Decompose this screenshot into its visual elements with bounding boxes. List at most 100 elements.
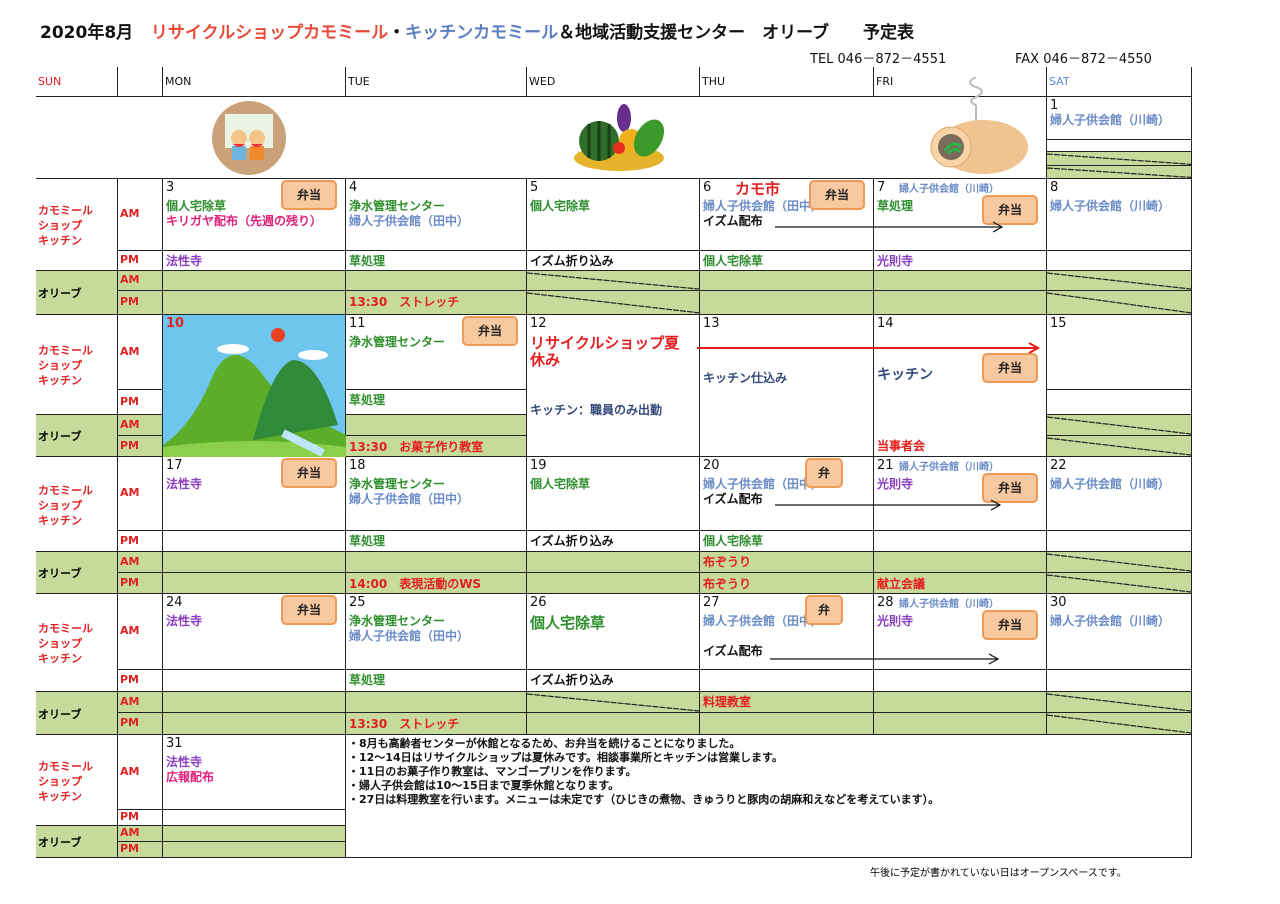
day-number: 21 xyxy=(877,458,894,473)
vegetable-basket-image xyxy=(574,104,665,171)
pm-label-cell: PM xyxy=(118,291,163,315)
am-entry: 婦人子供会館（田中） xyxy=(703,199,824,213)
day-number: 25 xyxy=(349,595,366,610)
am-entry: イズム配布 xyxy=(703,644,763,658)
olive-pm-cell xyxy=(874,291,1047,315)
day-cell-14: 14 キッチン 当事者会 弁当 xyxy=(874,315,1047,457)
olive-pm-cell xyxy=(700,713,874,735)
pm-label-cell: PM xyxy=(118,573,163,594)
am-entry: 婦人子供会館（川崎） xyxy=(1050,614,1171,628)
day-header-blank xyxy=(118,67,162,75)
am-entry: 個人宅除草 xyxy=(530,614,606,632)
am-entry: 法性寺 xyxy=(166,477,203,491)
olive-label: オリーブ xyxy=(38,836,82,849)
olive-pm-cell: 布ぞうり xyxy=(700,573,874,594)
olive-am-cell xyxy=(527,552,700,573)
day-cell-13: 13 キッチン仕込み xyxy=(700,315,874,457)
bento-badge: 弁当 xyxy=(982,195,1038,225)
olive-am-cell xyxy=(163,271,346,291)
pm-cell xyxy=(700,670,874,692)
am-entry: 婦人子供会館（田中） xyxy=(703,477,824,491)
day-cell-25: 25 浄水管理センター 婦人子供会館（田中） xyxy=(346,594,527,670)
strike-line xyxy=(1047,553,1191,572)
shop-label: カモミール ショップ キッチン xyxy=(38,622,93,665)
note-line: ・11日のお菓子作り教室は、マンゴープリンを作ります。 xyxy=(348,765,637,778)
note-line: ・12～14日はリサイクルショップは夏休みです。相談事業所とキッチンは営業します… xyxy=(348,751,783,764)
pm-cell: 草処理 xyxy=(346,531,527,552)
am-label: AM xyxy=(120,826,140,839)
pm-label: PM xyxy=(120,842,140,855)
mosquito-coil-pig-image xyxy=(930,77,1028,174)
olive-pm-entry: 13:30 お菓子作り教室 xyxy=(349,440,484,454)
pm-label-cell: PM xyxy=(118,713,163,735)
pm-entry: 法性寺 xyxy=(166,254,203,268)
image-row xyxy=(36,77,1047,179)
day-number: 8 xyxy=(1050,180,1059,195)
strike-line xyxy=(1047,437,1191,456)
olive-am-cell: 料理教室 xyxy=(700,692,874,713)
am-label: AM xyxy=(120,554,140,568)
am-label: AM xyxy=(120,417,140,431)
pm-cell xyxy=(1047,390,1192,415)
am-entry: キリガヤ配布（先週の残り） xyxy=(166,214,323,228)
strike-line xyxy=(1047,167,1191,178)
day-number: 20 xyxy=(703,458,720,473)
bento-badge: 弁 xyxy=(805,458,843,488)
pm-cell: イズム折り込み xyxy=(527,531,700,552)
day-number: 6 xyxy=(703,180,712,195)
notes-cell: ・8月も高齢者センターが休館となるため、お弁当を続けることになりました。 ・12～… xyxy=(346,735,1192,858)
pm-cell xyxy=(163,810,346,826)
pm-cell: イズム折り込み xyxy=(527,251,700,271)
olive-pm-entry: 献立会議 xyxy=(877,577,926,591)
olive-label: オリーブ xyxy=(38,567,82,580)
pm-label: PM xyxy=(120,394,140,408)
day-cell-20: 20 婦人子供会館（田中） イズム配布 弁 xyxy=(700,457,874,531)
pm-cell: 草処理 xyxy=(346,251,527,271)
am-label: AM xyxy=(120,624,140,637)
pm-label: PM xyxy=(120,810,140,823)
title-sep: ・ xyxy=(388,23,406,43)
olive-am-cell xyxy=(1047,415,1192,436)
olive-am-cell xyxy=(346,552,527,573)
day-number: 26 xyxy=(530,595,547,610)
olive-am-cell xyxy=(527,271,700,291)
bento-badge: 弁当 xyxy=(809,180,865,210)
day-cell-19: 19 個人宅除草 xyxy=(527,457,700,531)
note-line: ・27日は料理教室を行います。メニューは未定です（ひじきの煮物、きゅうりと豚肉の… xyxy=(348,793,940,806)
pm-label-cell: PM xyxy=(118,531,163,552)
shop-label-cell: カモミール ショップ キッチン xyxy=(36,594,118,692)
day-cell-8: 8 婦人子供会館（川崎） xyxy=(1047,179,1192,251)
pm-label: PM xyxy=(120,253,140,266)
day-number: 5 xyxy=(530,180,539,195)
pm-cell xyxy=(874,670,1047,692)
pm-label: PM xyxy=(120,295,140,308)
strike-line xyxy=(1047,693,1191,712)
day-number: 22 xyxy=(1050,458,1067,473)
pm-entry: 光則寺 xyxy=(877,254,914,268)
title-rest: ＆地域活動支援センター オリーブ 予定表 xyxy=(558,23,915,43)
day-number: 17 xyxy=(166,458,183,473)
bento-badge: 弁当 xyxy=(982,353,1038,383)
day-header-mon: MON xyxy=(165,75,192,88)
day-number: 31 xyxy=(166,736,183,751)
bento-badge: 弁当 xyxy=(982,473,1038,503)
pm-entry: イズム折り込み xyxy=(530,673,614,687)
day-number: 3 xyxy=(166,180,175,195)
day-header-sat: SAT xyxy=(1049,75,1070,88)
olive-pm-cell xyxy=(527,573,700,594)
olive-pm-cell xyxy=(163,291,346,315)
pm-label-cell: PM xyxy=(118,810,163,826)
bento-badge: 弁当 xyxy=(982,610,1038,640)
am-label-cell: AM xyxy=(118,692,163,713)
header-cell: SUN xyxy=(36,67,118,97)
header-cell: TUE xyxy=(346,67,527,97)
strike-line xyxy=(1047,416,1191,435)
olive-am-cell xyxy=(1047,552,1192,573)
olive-am-cell xyxy=(874,271,1047,291)
olive-pm-cell xyxy=(163,713,346,735)
olive-am-cell xyxy=(163,692,346,713)
am-label: AM xyxy=(120,694,140,708)
am-label: AM xyxy=(120,344,140,358)
olive-am-cell xyxy=(874,692,1047,713)
day-header-wed: WED xyxy=(529,75,556,88)
